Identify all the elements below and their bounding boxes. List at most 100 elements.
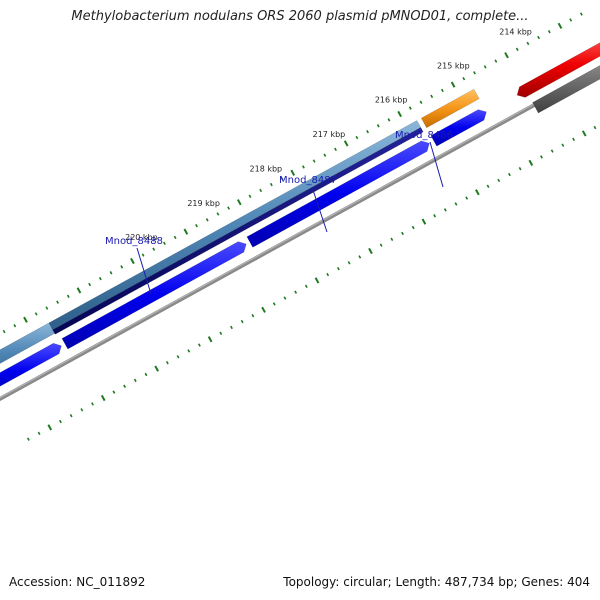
scale-tick [187, 349, 191, 353]
scale-tick [579, 12, 583, 16]
scale-tick [261, 306, 266, 313]
scale-tick [465, 196, 469, 200]
labels-layer: 214 kbp 215 kbp 216 kbp 217 kbp 218 kbp 219 k… [105, 27, 532, 295]
gene-block [516, 42, 600, 98]
scale-tick [294, 290, 298, 294]
label-leader-line [429, 141, 444, 188]
scale-label: 215 kbp [437, 61, 470, 70]
scale-tick [537, 35, 541, 40]
scale-tick [144, 372, 148, 377]
gene-block [61, 241, 247, 350]
scale-tick [443, 208, 447, 212]
scale-tick [183, 228, 189, 235]
scale-tick [326, 272, 330, 277]
scale-tick [123, 384, 127, 388]
outer-tick-ring [2, 12, 583, 334]
scale-tick [483, 65, 487, 69]
genome-backbone-highlight [0, 67, 600, 399]
gene-block [0, 343, 62, 387]
scale-tick [557, 22, 563, 29]
scale-tick [133, 378, 137, 383]
scale-tick [165, 361, 169, 365]
scale-tick [379, 243, 383, 247]
scale-tick [198, 343, 201, 347]
scale-tick [26, 437, 30, 441]
scale-tick [397, 110, 402, 118]
scale-tick [56, 300, 59, 304]
scale-tick [312, 159, 316, 163]
scale-tick [205, 218, 209, 222]
scale-tick [120, 265, 124, 269]
scale-tick [347, 261, 351, 265]
scale-label: 214 kbp [499, 27, 532, 36]
scale-tick [176, 355, 180, 359]
scale-tick [272, 302, 276, 306]
gene-block [430, 109, 487, 147]
scale-tick [462, 77, 466, 81]
scale-tick [504, 52, 509, 59]
gene-label: Mnod_8487 [279, 175, 337, 186]
gene-label: Mnod_8488 [105, 236, 163, 247]
genes-layer [0, 42, 600, 387]
scale-tick [336, 266, 340, 271]
gene-block [246, 140, 430, 248]
scale-tick [323, 153, 327, 157]
scale-tick [486, 184, 490, 189]
scale-tick [173, 235, 177, 240]
scale-tick [440, 88, 444, 93]
scale-tick [526, 41, 530, 46]
scale-tick [112, 390, 116, 394]
scale-tick [515, 47, 519, 52]
label-leader-line [311, 186, 328, 233]
scale-tick [100, 394, 106, 402]
scale-tick [280, 176, 284, 181]
scale-tick [130, 257, 135, 265]
scale-tick [23, 316, 28, 323]
scale-tick [37, 431, 41, 435]
scale-tick [227, 206, 231, 210]
scale-tick [88, 282, 92, 287]
accession-text: Accession: NC_011892 [9, 575, 146, 589]
scale-tick [269, 182, 273, 187]
scale-tick [230, 325, 233, 330]
scale-tick [2, 329, 6, 334]
scale-tick [251, 313, 255, 318]
scale-tick [216, 212, 220, 216]
scale-tick [76, 287, 82, 294]
genome-backbone [0, 66, 600, 402]
scale-label: 219 kbp [187, 199, 220, 208]
backbone-layer [0, 66, 600, 402]
scale-tick [13, 323, 17, 328]
scale-tick [304, 284, 308, 289]
scale-tick [355, 135, 359, 140]
scale-tick [376, 124, 380, 128]
gene-block [52, 127, 424, 335]
scale-tick [433, 214, 437, 218]
scale-tick [248, 194, 252, 199]
scale-tick [219, 331, 223, 336]
scale-tick [421, 218, 427, 225]
scale-tick [473, 71, 476, 75]
gene-block [532, 65, 600, 114]
scale-label: 220 kbp [125, 233, 158, 242]
genome-summary-text: Topology: circular; Length: 487,734 bp; … [283, 575, 590, 589]
scale-tick [494, 59, 498, 63]
scale-label: 217 kbp [313, 130, 346, 139]
scale-tick [390, 237, 394, 241]
scale-tick [302, 165, 305, 169]
scale-tick [236, 199, 242, 206]
scale-tick [401, 231, 404, 236]
gene-block [48, 120, 422, 331]
scale-tick [283, 296, 287, 300]
scale-tick [66, 294, 70, 298]
scale-tick [163, 241, 166, 246]
scale-tick [366, 129, 369, 134]
scale-tick [80, 408, 84, 412]
scale-tick [561, 143, 565, 147]
scale-tick [569, 18, 573, 22]
scale-tick [497, 178, 501, 183]
label-leader-line [136, 247, 152, 295]
scale-tick [45, 306, 49, 310]
scale-tick [98, 276, 102, 281]
